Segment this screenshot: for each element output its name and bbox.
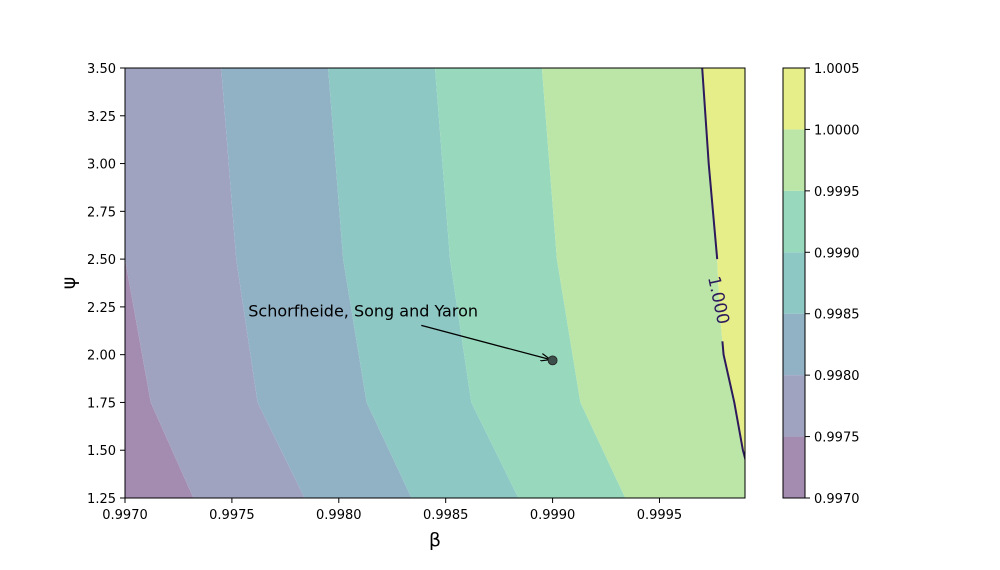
colorbar-tick-label: 0.9985 xyxy=(814,308,860,323)
y-tick-label: 3.00 xyxy=(87,158,116,173)
y-tick-label: 2.00 xyxy=(87,349,116,364)
y-tick-label: 2.25 xyxy=(87,301,116,316)
x-tick-label: 0.9995 xyxy=(637,508,683,523)
colorbar-tick-label: 0.9980 xyxy=(814,369,860,384)
contour-band-5 xyxy=(435,68,626,498)
y-tick-label: 2.50 xyxy=(87,253,116,268)
colorbar-tick-label: 0.9970 xyxy=(814,492,860,507)
contour-bands xyxy=(125,68,745,498)
annotation-arrow xyxy=(421,324,549,359)
colorbar-tick-label: 0.9990 xyxy=(814,246,860,261)
y-tick-label: 2.75 xyxy=(87,205,116,220)
plot-area: 1.000 xyxy=(124,67,746,499)
y-axis-label: ψ xyxy=(58,277,80,290)
colorbar-segment-6 xyxy=(783,129,805,191)
colorbar-tick-label: 0.9995 xyxy=(814,185,860,200)
colorbar-tick-label: 1.0000 xyxy=(814,123,860,138)
contour-band-2 xyxy=(125,68,305,498)
y-tick-label: 3.50 xyxy=(87,62,116,77)
y-tick-label: 1.75 xyxy=(87,396,116,411)
y-tick-label: 1.25 xyxy=(87,492,116,507)
colorbar-segment-4 xyxy=(783,252,805,314)
contour-line-segment-1 xyxy=(701,68,719,260)
x-tick-label: 0.9990 xyxy=(530,508,576,523)
colorbar-segment-5 xyxy=(783,190,805,253)
contour-band-3 xyxy=(221,68,412,498)
x-tick-label: 0.9980 xyxy=(316,508,362,523)
colorbar: 0.9970 0.9975 0.9980 0.9985 0.9990 0.9995 1.00… xyxy=(782,62,860,507)
x-tick-label: 0.9985 xyxy=(423,508,469,523)
x-tick-label: 0.9970 xyxy=(102,508,148,523)
x-axis-label: β xyxy=(429,529,441,551)
y-tick-label: 1.50 xyxy=(87,444,116,459)
x-axis: 0.9970 0.9975 0.9980 0.9985 0.9990 0.9995 xyxy=(102,498,682,523)
colorbar-tick-label: 0.9975 xyxy=(814,431,860,446)
contour-band-6 xyxy=(541,68,745,498)
x-tick-label: 0.9975 xyxy=(209,508,255,523)
colorbar-segment-3 xyxy=(783,313,805,376)
contour-band-1 xyxy=(125,68,194,498)
colorbar-segment-1 xyxy=(783,436,805,498)
colorbar-segment-7 xyxy=(783,68,805,130)
plot-frame xyxy=(124,67,746,499)
contour-line-segment-2 xyxy=(721,341,745,462)
colorbar-frame xyxy=(782,67,806,499)
annotation-label: Schorfheide, Song and Yaron xyxy=(248,301,478,320)
contour-band-4 xyxy=(328,68,519,498)
y-axis: 1.25 1.50 1.75 2.00 2.25 2.50 2.75 3.00 3.25 3.50 xyxy=(87,62,125,507)
annotation-point xyxy=(547,355,558,366)
colorbar-segment-2 xyxy=(783,375,805,437)
contour-band-7 xyxy=(702,68,745,459)
colorbar-tick-label: 1.0005 xyxy=(814,62,860,77)
annotation: Schorfheide, Song and Yaron xyxy=(248,301,558,366)
y-tick-label: 3.25 xyxy=(87,110,116,125)
